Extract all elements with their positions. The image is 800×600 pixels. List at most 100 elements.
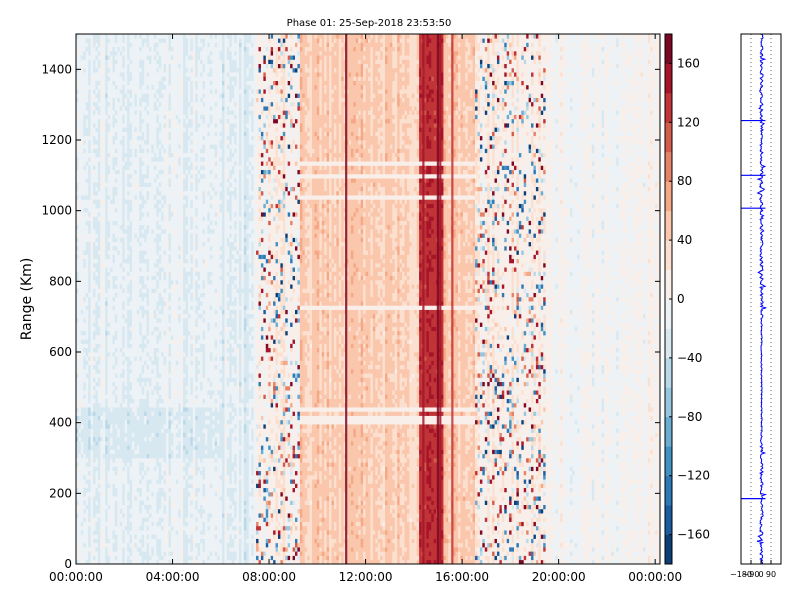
heatmap-cell (98, 310, 101, 315)
heatmap-cell (171, 76, 174, 81)
heatmap-cell (137, 115, 140, 120)
heatmap-cell (108, 445, 111, 450)
heatmap-cell (93, 229, 96, 234)
heatmap-cell (147, 327, 150, 332)
heatmap-cell (151, 373, 154, 378)
heatmap-cell (171, 310, 174, 315)
heatmap-cell (100, 327, 103, 332)
heatmap-cell (122, 539, 125, 544)
heatmap-cell (139, 89, 142, 94)
heatmap-cell (171, 394, 174, 399)
heatmap-cell (86, 454, 89, 459)
heatmap-cell (166, 148, 169, 153)
heatmap-cell (139, 322, 142, 327)
heatmap-cell (127, 360, 130, 365)
heatmap-cell (164, 318, 167, 323)
heatmap-cell (120, 488, 123, 493)
heatmap-cell (86, 106, 89, 111)
heatmap-cell (110, 331, 113, 336)
heatmap-cell (98, 259, 101, 264)
heatmap-cell (83, 534, 86, 539)
heatmap-cell (115, 301, 118, 306)
heatmap-cell (154, 242, 157, 247)
heatmap-cell (108, 454, 111, 459)
heatmap-cell (120, 199, 123, 204)
heatmap-cell (113, 59, 116, 64)
heatmap-cell (147, 161, 150, 166)
heatmap-cell (142, 479, 145, 484)
heatmap-cell (105, 420, 108, 425)
heatmap-cell (113, 517, 116, 522)
heatmap-cell (137, 263, 140, 268)
heatmap-cell (122, 369, 125, 374)
heatmap-cell (83, 530, 86, 535)
heatmap-cell (110, 242, 113, 247)
heatmap-cell (156, 123, 159, 128)
heatmap-cell (95, 458, 98, 463)
heatmap-cell (161, 280, 164, 285)
heatmap-cell (156, 34, 159, 39)
heatmap-cell (110, 212, 113, 217)
heatmap-cell (93, 208, 96, 213)
heatmap-cell (164, 399, 167, 404)
heatmap-cell (161, 178, 164, 183)
heatmap-cell (117, 488, 120, 493)
heatmap-cell (132, 513, 135, 518)
heatmap-cell (142, 119, 145, 124)
heatmap-cell (161, 458, 164, 463)
heatmap-cell (81, 344, 84, 349)
heatmap-cell (100, 310, 103, 315)
heatmap-cell (139, 212, 142, 217)
heatmap-cell (108, 191, 111, 196)
heatmap-cell (147, 199, 150, 204)
heatmap-cell (105, 68, 108, 73)
heatmap-cell (103, 225, 106, 230)
heatmap-cell (113, 263, 116, 268)
heatmap-cell (151, 305, 154, 310)
heatmap-cell (86, 539, 89, 544)
heatmap-cell (86, 314, 89, 319)
heatmap-cell (147, 178, 150, 183)
heatmap-cell (132, 110, 135, 115)
heatmap-cell (147, 530, 150, 535)
heatmap-cell (86, 144, 89, 149)
heatmap-cell (115, 170, 118, 175)
heatmap-cell (105, 123, 108, 128)
heatmap-cell (137, 208, 140, 213)
heatmap-cell (125, 55, 128, 60)
heatmap-cell (117, 42, 120, 47)
heatmap-cell (144, 136, 147, 141)
heatmap-cell (88, 89, 91, 94)
heatmap-cell (100, 526, 103, 531)
heatmap-cell (147, 352, 150, 357)
heatmap-cell (147, 428, 150, 433)
heatmap-cell (147, 47, 150, 52)
heatmap-cell (137, 322, 140, 327)
heatmap-cell (113, 119, 116, 124)
heatmap-cell (117, 102, 120, 107)
heatmap-cell (142, 81, 145, 86)
heatmap-cell (110, 462, 113, 467)
heatmap-cell (122, 165, 125, 170)
heatmap-cell (113, 496, 116, 501)
heatmap-cell (147, 89, 150, 94)
heatmap-cell (132, 416, 135, 421)
heatmap-cell (154, 471, 157, 476)
heatmap-cell (83, 34, 86, 39)
heatmap-cell (159, 38, 162, 43)
heatmap-cell (171, 170, 174, 175)
heatmap-cell (122, 153, 125, 158)
heatmap-cell (139, 437, 142, 442)
heatmap-cell (164, 339, 167, 344)
heatmap-cell (142, 221, 145, 226)
heatmap-cell (168, 284, 171, 289)
heatmap-cell (149, 47, 152, 52)
heatmap-cell (78, 148, 81, 153)
heatmap-cell (100, 416, 103, 421)
heatmap-cell (127, 140, 130, 145)
heatmap-cell (78, 454, 81, 459)
heatmap-cell (103, 81, 106, 86)
heatmap-cell (147, 466, 150, 471)
heatmap-cell (168, 424, 171, 429)
heatmap-cell (130, 195, 133, 200)
